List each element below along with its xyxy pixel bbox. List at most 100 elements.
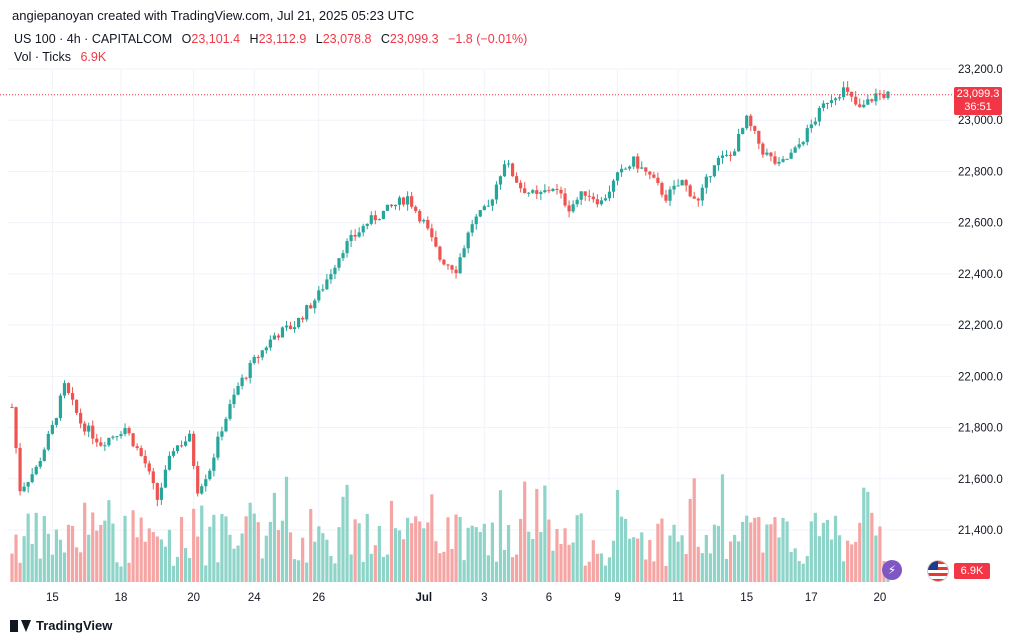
close-label: C	[380, 32, 390, 46]
candle-body	[728, 154, 733, 156]
volume-bar	[188, 558, 192, 582]
candle-body	[660, 182, 664, 195]
candle-body	[817, 107, 821, 122]
candle-body	[163, 469, 168, 488]
candle-body	[724, 154, 729, 156]
candle-body	[438, 246, 442, 260]
volume-bar	[527, 531, 531, 582]
candle-body	[619, 168, 624, 173]
candle-body	[809, 124, 813, 129]
candle-body	[280, 327, 285, 338]
candle-body	[664, 194, 668, 201]
candle-body	[252, 356, 256, 364]
candle-body	[535, 190, 539, 194]
flash-icon[interactable]: ⚡	[882, 560, 902, 580]
volume-bar	[54, 529, 59, 582]
symbol-name[interactable]: US 100 · 4h · CAPITALCOM	[14, 32, 173, 46]
candle-body	[434, 237, 438, 247]
candle-body	[482, 206, 486, 211]
candle-body	[446, 264, 450, 266]
volume-bar	[325, 539, 329, 582]
candle-body	[70, 393, 75, 400]
volume-bar	[10, 553, 14, 582]
volume-bar	[833, 515, 838, 582]
volume-bar	[123, 515, 127, 582]
volume-label[interactable]: Vol · Ticks	[14, 50, 71, 64]
footer-brand[interactable]: TradingView	[10, 618, 112, 633]
candle-body	[103, 445, 107, 447]
volume-bar	[732, 534, 737, 582]
candle-body	[486, 205, 490, 207]
y-tick-label: 21,600.0	[958, 474, 1003, 486]
candle-body	[317, 290, 321, 301]
volume-bar	[333, 563, 337, 582]
volume-bar	[866, 491, 870, 582]
candle-body	[793, 147, 797, 153]
volume-legend: Vol · Ticks 6.9K	[14, 50, 106, 64]
volume-bar	[349, 554, 353, 582]
candle-body	[833, 98, 838, 101]
candle-body	[603, 198, 608, 201]
volume-bar	[757, 516, 761, 582]
volume-bar	[773, 517, 777, 582]
us-flag-icon[interactable]	[928, 561, 948, 581]
volume-bar	[535, 488, 539, 582]
candle-body	[127, 428, 131, 434]
candle-body	[870, 99, 874, 102]
candle-body	[26, 482, 30, 487]
candle-body	[268, 339, 272, 348]
candle-body	[74, 399, 79, 413]
volume-bar	[482, 523, 486, 582]
volume-bar	[313, 541, 317, 582]
volume-bar	[410, 523, 414, 582]
candle-body	[531, 190, 535, 193]
candle-body	[640, 167, 644, 169]
candle-body	[716, 157, 721, 166]
volume-bar	[62, 552, 67, 582]
volume-bar	[462, 560, 466, 582]
candle-body	[611, 180, 616, 192]
y-tick-label: 22,800.0	[958, 166, 1003, 178]
candle-body	[652, 174, 656, 178]
candle-body	[821, 103, 826, 108]
volume-bar	[139, 517, 143, 582]
candle-body	[841, 87, 846, 98]
y-tick-label: 23,200.0	[958, 64, 1003, 76]
candle-body	[684, 180, 688, 186]
candle-body	[313, 300, 317, 309]
volume-bar	[276, 530, 281, 582]
volume-bar	[668, 535, 672, 582]
volume-bar	[42, 516, 46, 582]
volume-bar	[821, 522, 826, 582]
volume-bar	[175, 556, 180, 582]
candle-body	[179, 445, 184, 447]
volume-bar	[809, 521, 813, 582]
volume-bar	[563, 528, 567, 582]
volume-bar	[377, 525, 381, 582]
candle-body	[119, 434, 123, 437]
candle-body	[95, 438, 99, 443]
candle-body	[510, 163, 515, 177]
volume-bar	[498, 490, 503, 582]
x-tick-label: 9	[614, 592, 620, 604]
y-tick-label: 22,200.0	[958, 320, 1003, 332]
x-tick-label: 15	[740, 592, 753, 604]
volume-bar	[212, 514, 216, 582]
volume-bar	[805, 555, 809, 582]
candle-body	[406, 196, 410, 205]
low-label: L	[315, 32, 323, 46]
volume-bar	[422, 528, 426, 582]
candle-body	[66, 383, 71, 394]
candle-body	[397, 197, 402, 205]
volume-bar	[628, 538, 632, 582]
candle-body	[248, 363, 252, 379]
candle-body	[777, 161, 781, 164]
volume-bar	[761, 552, 765, 582]
candle-body	[155, 483, 159, 500]
volume-bar	[579, 513, 583, 582]
candle-body	[579, 191, 583, 200]
candle-body	[426, 219, 430, 229]
candle-body	[422, 219, 426, 222]
volume-bar	[652, 561, 656, 582]
